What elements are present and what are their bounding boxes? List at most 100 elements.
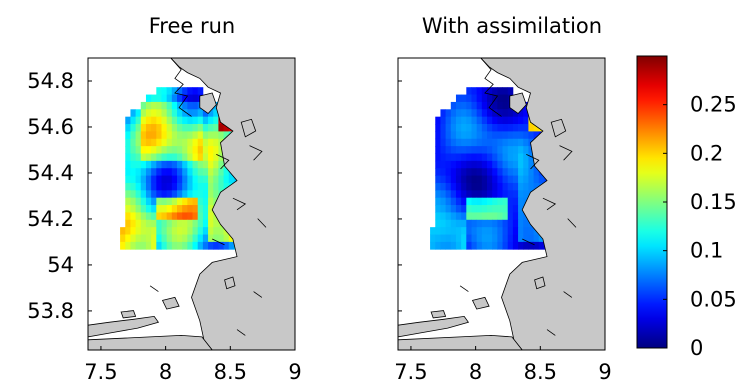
heatmap-cell [192, 101, 199, 110]
heatmap-cell [202, 124, 209, 132]
heatmap-cell [507, 234, 514, 243]
heatmap-cell [445, 138, 452, 147]
heatmap-cell [471, 212, 478, 221]
heatmap-cell [487, 168, 493, 176]
heatmap-cell [481, 168, 488, 176]
heatmap-cell [523, 227, 529, 235]
heatmap-cell [455, 160, 462, 169]
heatmap-cell [445, 131, 452, 140]
heatmap-cell [130, 153, 137, 162]
heatmap-cell [120, 241, 126, 250]
heatmap-cell [151, 197, 157, 206]
heatmap-cell [161, 109, 168, 118]
heatmap-cell [450, 175, 457, 184]
heatmap-cell [523, 219, 529, 228]
heatmap-cell [466, 160, 472, 169]
heatmap-cell [177, 219, 183, 228]
heatmap-cell [518, 109, 524, 118]
heatmap-cell [445, 168, 452, 176]
heatmap-cell [523, 124, 529, 132]
heatmap-cell [507, 241, 514, 250]
heatmap-cell [435, 160, 441, 169]
heatmap-cell [202, 190, 209, 199]
heatmap-cell [487, 131, 493, 140]
heatmap-cell [156, 153, 162, 162]
heatmap-cell [466, 197, 472, 206]
heatmap-cell [156, 190, 162, 199]
heatmap-cell [135, 205, 142, 213]
heatmap-cell [218, 124, 224, 132]
heatmap-cell [156, 109, 162, 118]
heatmap-cell [156, 116, 162, 125]
heatmap-cell [197, 124, 204, 132]
heatmap-cell [187, 101, 193, 110]
heatmap-cell [502, 138, 509, 147]
heatmap-cell [487, 160, 493, 169]
heatmap-cell [502, 219, 509, 228]
heatmap-cell [145, 116, 152, 125]
heatmap-cell [512, 109, 519, 118]
heatmap-cell [125, 190, 131, 199]
heatmap-cell [125, 219, 131, 228]
heatmap-cell [492, 138, 498, 147]
heatmap-cell [445, 227, 452, 235]
heatmap-cell [528, 160, 534, 169]
heatmap-cell [466, 190, 472, 199]
heatmap-cell [171, 146, 178, 154]
heatmap-cell [492, 168, 498, 176]
heatmap-cell [166, 87, 173, 95]
panel-with-assimilation [397, 57, 606, 351]
heatmap-cell [450, 234, 457, 243]
heatmap-cell [466, 227, 472, 235]
heatmap-cell [192, 160, 199, 169]
heatmap-cell [507, 197, 514, 206]
coastline [542, 197, 557, 211]
coastline [480, 57, 502, 117]
heatmap-cell [171, 153, 178, 162]
heatmap-cell [192, 87, 199, 95]
heatmap-cell [156, 182, 162, 191]
heatmap-cell [466, 168, 472, 176]
heatmap-cell [507, 168, 514, 176]
heatmap-cell [481, 146, 488, 154]
heatmap-cell [130, 109, 137, 118]
heatmap-cell [471, 160, 478, 169]
heatmap-cell [213, 241, 219, 250]
heatmap-cell [461, 175, 467, 184]
heatmap-cell [208, 131, 214, 140]
colorbar-tick-label: 0.2 [690, 141, 723, 165]
heatmap-cell [125, 168, 131, 176]
heatmap-cell [171, 160, 178, 169]
heatmap-cell [476, 205, 483, 213]
heatmap-cell [518, 234, 524, 243]
heatmap-cell [497, 116, 503, 125]
heatmap-cell [218, 131, 224, 140]
heatmap-cell [171, 182, 178, 191]
colorbar-gradient [636, 55, 668, 349]
land-polygon [430, 310, 447, 319]
heatmap-cell [450, 101, 457, 110]
heatmap-cell [518, 131, 524, 140]
heatmap-cell [507, 160, 514, 169]
heatmap-cell [471, 131, 478, 140]
heatmap-cell [161, 175, 168, 184]
heatmap-cell [476, 168, 483, 176]
heatmap-cell [187, 241, 193, 250]
heatmap-cell [466, 138, 472, 147]
heatmap-cell [130, 116, 137, 125]
heatmap-cell [182, 138, 188, 147]
heatmap-cell [507, 131, 514, 140]
y-axis-ticks: 53.8 54 54.2 54.4 54.6 54.8 [27, 69, 74, 323]
heatmap-cell [471, 241, 478, 250]
heatmap-cell [135, 190, 142, 199]
heatmap-cell [471, 124, 478, 132]
heatmap-cell [213, 160, 219, 169]
heatmap-cell [435, 219, 441, 228]
x-axis-ticks-free-run: 7.5 8 8.5 9 [84, 360, 301, 384]
heatmap-cell [145, 175, 152, 184]
heatmap-cell [177, 87, 183, 95]
heatmap-cell [182, 124, 188, 132]
heatmap-cell [135, 146, 142, 154]
heatmap-cell [125, 205, 131, 213]
heatmap-cell [445, 175, 452, 184]
